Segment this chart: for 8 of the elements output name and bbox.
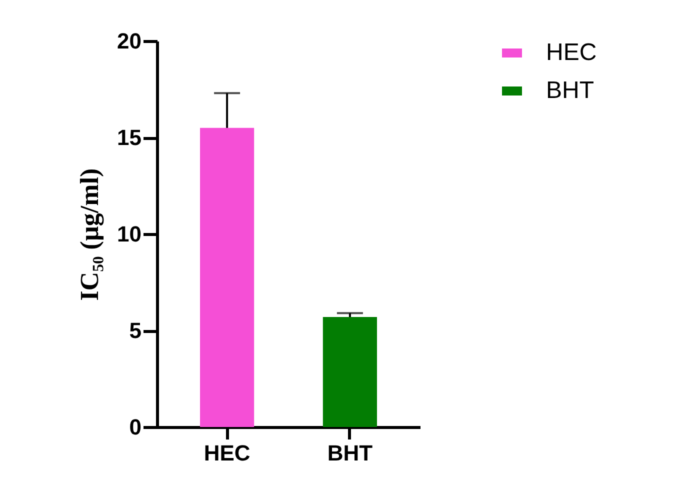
y-tick-label: 20 — [117, 28, 142, 54]
y-tick-label: 5 — [129, 318, 142, 343]
legend-label: HEC — [546, 39, 597, 66]
legend-label: BHT — [546, 77, 594, 104]
y-tick-label: 0 — [129, 414, 142, 440]
y-axis-title: IC₅₀ (µg/ml) — [75, 168, 104, 301]
y-tick-label: 10 — [117, 222, 142, 246]
y-tick-label: 15 — [117, 125, 142, 150]
